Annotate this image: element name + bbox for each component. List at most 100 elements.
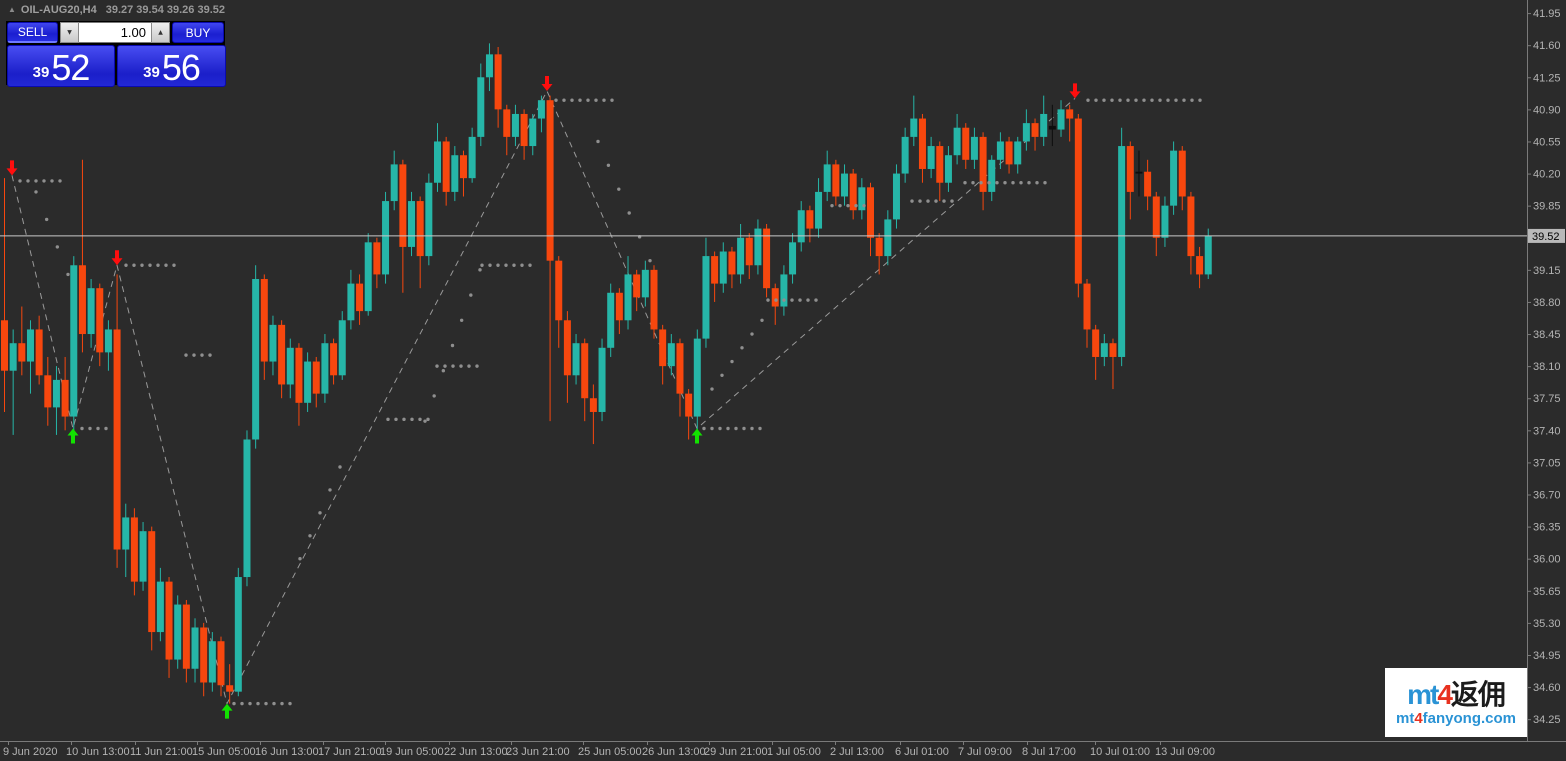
- candle: [304, 352, 312, 412]
- candle: [338, 311, 346, 380]
- candle: [87, 279, 95, 348]
- sell-arrow-icon: [6, 160, 18, 176]
- candle: [572, 334, 580, 385]
- time-tick-label: 6 Jul 01:00: [895, 746, 949, 758]
- candle: [191, 618, 199, 683]
- sell-arrow-icon: [1069, 83, 1081, 99]
- signal-arrows: [6, 76, 1081, 719]
- time-tick-label: 9 Jun 2020: [3, 746, 57, 758]
- candle: [962, 123, 970, 169]
- lot-decrease-button[interactable]: ▼: [60, 22, 79, 43]
- candle: [659, 324, 667, 385]
- watermark-url-rest: fanyong.com: [1422, 709, 1517, 727]
- candles-layer: [1, 43, 1212, 704]
- candle: [676, 338, 684, 417]
- buy-price-bigfigure: 39: [143, 64, 160, 81]
- candle: [390, 150, 398, 211]
- candle: [970, 127, 978, 169]
- sell-price-button[interactable]: 39 52: [7, 45, 115, 87]
- candle: [26, 320, 34, 394]
- candle: [771, 283, 779, 325]
- candle: [1100, 334, 1108, 367]
- buy-price-button[interactable]: 39 56: [117, 45, 226, 87]
- candle: [1109, 338, 1117, 390]
- candle: [122, 503, 130, 578]
- watermark-brand-cn: 返佣: [1450, 678, 1506, 710]
- candle: [581, 338, 589, 422]
- candle: [667, 334, 675, 376]
- buy-arrow-icon: [221, 703, 233, 719]
- price-axis: 41.95 41.60 41.25 40.90 40.55 40.20 39.85 39.15…: [1527, 0, 1561, 741]
- candle: [806, 205, 814, 243]
- sell-button[interactable]: SELL: [7, 22, 58, 43]
- candle: [1161, 196, 1169, 247]
- price-tick-label: 41.60: [1533, 40, 1561, 52]
- candle: [624, 256, 632, 330]
- candle: [226, 664, 234, 704]
- candle: [884, 210, 892, 266]
- candle: [1187, 191, 1195, 275]
- candle: [364, 233, 372, 316]
- time-tick-label: 11 Jun 21:00: [130, 746, 193, 758]
- candle: [1022, 109, 1030, 151]
- candle: [321, 334, 329, 403]
- time-tick-label: 13 Jul 09:00: [1155, 746, 1215, 758]
- candle: [451, 146, 459, 202]
- candle: [780, 265, 788, 316]
- triangle-down-icon: ▼: [67, 29, 72, 36]
- candle: [589, 384, 597, 445]
- buy-arrow-icon: [691, 428, 703, 444]
- price-tick-label: 37.75: [1533, 393, 1561, 405]
- candle: [944, 146, 952, 192]
- lot-size-input[interactable]: [79, 22, 151, 43]
- price-tick-label: 37.40: [1533, 425, 1561, 437]
- candle: [165, 577, 173, 678]
- candle: [763, 223, 771, 298]
- candle: [425, 173, 433, 266]
- time-tick-label: 19 Jun 05:00: [380, 746, 444, 758]
- buy-button[interactable]: BUY: [172, 22, 224, 43]
- candle: [468, 127, 476, 183]
- candle: [1204, 228, 1212, 280]
- candle: [702, 237, 710, 348]
- candle: [174, 595, 182, 669]
- candle: [867, 182, 874, 257]
- watermark-brand-mt: mt: [1407, 678, 1439, 710]
- time-tick-label: 10 Jul 01:00: [1090, 746, 1150, 758]
- candle: [737, 223, 745, 284]
- candle: [858, 178, 866, 220]
- candle: [728, 246, 736, 289]
- candle: [754, 219, 762, 275]
- lot-increase-button[interactable]: ▲: [151, 22, 170, 43]
- candle: [459, 150, 467, 197]
- candle: [477, 63, 485, 147]
- candle: [373, 237, 381, 289]
- price-tick-label: 38.10: [1533, 361, 1561, 373]
- price-tick-label: 34.95: [1533, 650, 1561, 662]
- time-tick-label: 8 Jul 17:00: [1022, 746, 1076, 758]
- candle: [711, 251, 719, 302]
- time-tick-label: 10 Jun 13:00: [66, 746, 130, 758]
- candle: [18, 306, 26, 376]
- candle: [44, 356, 52, 426]
- candle: [615, 288, 623, 335]
- watermark-url-4: 4: [1414, 709, 1423, 727]
- price-tick-label: 41.25: [1533, 72, 1561, 84]
- price-tick-label: 37.05: [1533, 457, 1561, 469]
- price-tick-label: 36.70: [1533, 490, 1561, 502]
- candle: [1092, 324, 1100, 380]
- candle: [130, 508, 138, 596]
- candle: [1178, 146, 1186, 211]
- candle: [875, 233, 883, 275]
- price-tick-label: 38.80: [1533, 297, 1561, 309]
- candle: [1048, 104, 1056, 147]
- candle: [936, 141, 944, 202]
- candle: [1196, 246, 1204, 289]
- candle: [148, 526, 156, 651]
- candle: [650, 265, 658, 339]
- candle: [217, 636, 225, 697]
- candle: [996, 132, 1004, 169]
- candle: [1144, 159, 1152, 211]
- candle: [208, 632, 216, 692]
